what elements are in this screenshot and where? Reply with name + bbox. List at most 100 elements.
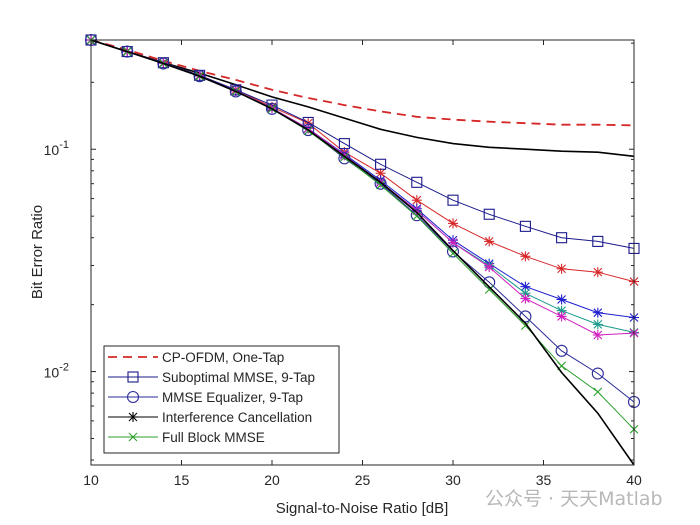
square-marker-shape [127,371,139,383]
circle-marker-shape [302,123,315,137]
series-1 [85,34,640,254]
square-marker-shape [483,208,495,220]
x-marker-stroke [412,211,422,221]
watermark: 公众号 · 天天Matlab [485,488,663,510]
circle-marker [193,70,206,83]
square-marker-shape [592,235,604,247]
x-tick-label: 30 [445,472,461,488]
series-layer [84,33,641,466]
square-marker [519,220,531,232]
star-marker [411,195,422,206]
star-marker [375,168,386,179]
circle-marker [555,344,568,357]
square-marker [556,232,568,244]
star-marker-stroke [340,150,349,160]
x-tick-label: 35 [536,472,552,488]
legend-entry: Suboptimal MMSE, 9-Tap [108,370,315,385]
x-marker [521,321,530,330]
y-tick-base: 10 [44,365,60,381]
star-marker-stroke [376,168,385,178]
circle-marker-shape [410,209,423,222]
square-marker [302,116,314,128]
legend-label: Interference Cancellation [162,410,312,425]
square-marker-shape [519,220,531,232]
star-marker-stroke [593,320,603,329]
series-line [90,39,635,333]
x-tick-label: 40 [626,472,642,488]
legend-entry: MMSE Equalizer, 9-Tap [108,390,303,405]
square-marker [411,176,423,188]
square-marker [592,235,604,247]
circle-marker [591,367,604,380]
legend-label: MMSE Equalizer, 9-Tap [162,390,303,405]
circle-marker [121,45,134,58]
star-marker-stroke [484,262,494,272]
series-9 [86,35,639,341]
circle-marker-shape [157,57,170,70]
circle-marker [126,390,140,404]
square-marker [375,158,387,170]
x-marker-stroke [521,321,530,330]
y-tick-exponent: -2 [59,362,69,374]
x-marker-stroke [484,285,494,294]
square-marker-shape [411,176,423,188]
series-6 [86,35,639,287]
square-marker [266,99,278,111]
star-marker-stroke [128,412,138,422]
star-marker-stroke [521,294,530,303]
y-tick-label: 10-1 [44,139,69,158]
star-marker [592,330,603,341]
x-tick-label: 25 [355,472,371,488]
circle-marker [519,310,532,323]
x-marker-stroke [448,249,458,258]
series-line [90,39,635,158]
star-marker-stroke [521,251,530,261]
x-marker-stroke [593,387,603,397]
series-line [90,39,635,127]
x-marker [412,211,422,221]
star-marker [520,251,531,262]
circle-marker [265,102,279,115]
circle-marker-shape [555,344,568,357]
legend-entry: Full Block MMSE [108,430,265,445]
star-marker [520,293,531,304]
star-marker-stroke [593,330,603,340]
circle-marker-shape [229,85,242,98]
y-tick-base: 10 [44,142,60,158]
x-axis-label: Signal-to-Noise Ratio [dB] [276,500,449,517]
circle-marker [410,209,423,222]
star-marker-stroke [557,264,566,274]
series-3 [90,39,635,466]
square-marker [338,138,350,150]
series-line [90,39,635,466]
star-marker-stroke [448,238,458,248]
circle-marker [229,85,242,98]
star-marker [556,263,567,274]
legend-label: Full Block MMSE [162,430,265,445]
star-marker [448,218,458,229]
series-8 [86,35,639,338]
legend-label: CP-OFDM, One-Tap [162,350,284,365]
star-marker-stroke [557,312,566,321]
star-marker-stroke [484,237,494,246]
series-line [90,39,635,318]
circle-marker-shape [265,102,279,115]
circle-marker-shape [126,390,140,404]
circle-marker [338,152,351,165]
y-tick-label: 10-2 [44,362,69,381]
square-marker-shape [447,194,459,206]
star-marker [556,311,567,322]
star-marker [128,412,138,422]
y-axis-label: Bit Error Ratio [29,205,46,299]
square-marker-shape [338,138,350,150]
legend-box [103,345,340,454]
series-line [90,39,635,249]
star-marker [484,262,495,273]
circle-marker [157,57,170,70]
x-marker [448,249,458,258]
star-marker-stroke [448,218,458,228]
legend: CP-OFDM, One-Tap Suboptimal MMSE, 9-Tap MM… [103,345,340,454]
circle-marker-shape [338,152,351,165]
x-tick-label: 15 [174,472,190,488]
